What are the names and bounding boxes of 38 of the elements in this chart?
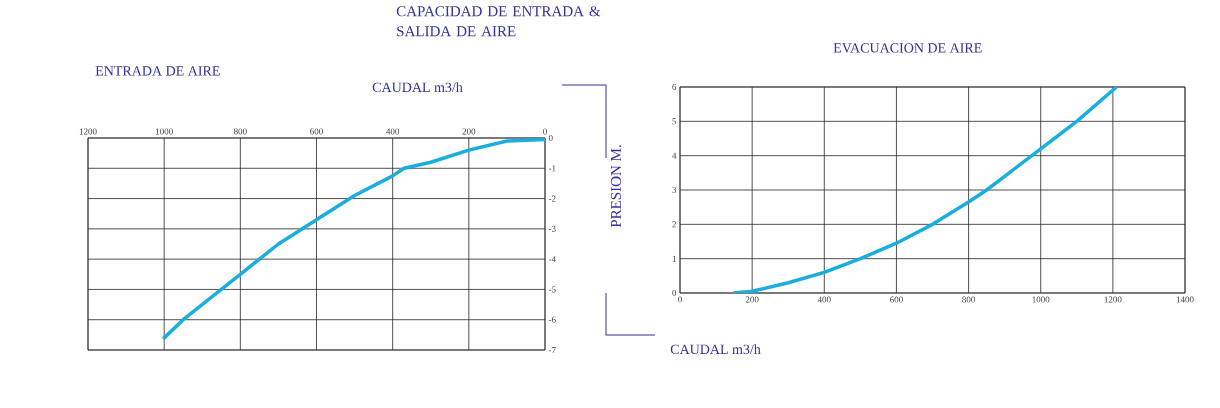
x-tick-label: 1200 (1104, 296, 1122, 303)
x-tick-label: 200 (745, 296, 759, 303)
x-tick-label: 1000 (1032, 296, 1050, 303)
x-tick-label: 600 (890, 296, 903, 303)
x-tick-label: 400 (817, 296, 831, 303)
y-tick-label: -1 (548, 165, 556, 172)
x-tick-label: 1400 (1176, 296, 1194, 303)
y-tick-label: -2 (548, 195, 556, 202)
line-series (732, 87, 1119, 293)
x-tick-label: 200 (462, 128, 476, 135)
y-tick-label: -3 (548, 225, 556, 232)
x-tick-label: 600 (310, 128, 323, 135)
y-tick-label: -5 (548, 286, 556, 293)
x-tick-label: 1000 (155, 128, 173, 135)
x-tick-label: 800 (962, 296, 975, 303)
x-tick-label: 0 (543, 128, 547, 135)
y-tick-label: 3 (672, 186, 677, 194)
x-axis-title: CAUDAL m3/h (670, 344, 761, 355)
y-tick-label: -4 (548, 256, 556, 263)
y-tick-label: 1 (672, 255, 676, 262)
y-tick-label: 2 (672, 221, 676, 228)
y-tick-label: 0 (672, 289, 677, 297)
y-tick-label: -7 (548, 347, 556, 353)
chart-title: ENTRADA DE AIRE (95, 66, 220, 76)
y-tick-label: 5 (672, 118, 677, 125)
x-tick-label: 0 (678, 296, 682, 303)
line-series (162, 138, 545, 340)
x-tick-label: 400 (386, 128, 400, 135)
x-tick-label: 1200 (79, 128, 97, 135)
y-tick-label: 0 (548, 134, 553, 142)
y-axis-title: PRESION M. (610, 145, 622, 228)
y-tick-label: -6 (548, 316, 556, 323)
chart-title: EVACUACION DE AIRE (833, 43, 982, 53)
x-tick-label: 800 (233, 128, 247, 135)
y-tick-label: 6 (672, 83, 677, 91)
x-axis-title: CAUDAL m3/h (372, 82, 463, 93)
y-tick-label: 4 (672, 152, 677, 159)
text: CAPACIDAD DE ENTRADA & SALIDA DE AIRE (396, 6, 601, 37)
